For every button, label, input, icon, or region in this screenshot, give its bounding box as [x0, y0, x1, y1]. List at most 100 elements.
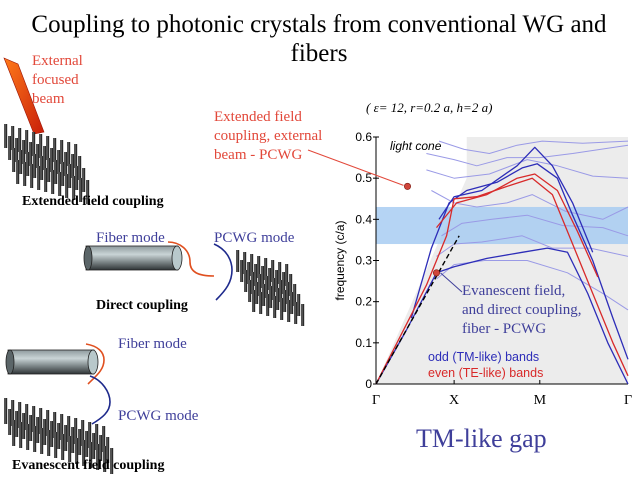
fiber-mode-label-direct: Fiber mode: [96, 230, 165, 246]
faint-band: [426, 159, 629, 179]
x-tick-label: Γ: [372, 393, 380, 408]
pillar-highlight: [12, 148, 14, 172]
pillar-highlight: [265, 276, 267, 298]
pillar-highlight: [106, 437, 108, 463]
x-tick-label: Γ: [624, 393, 632, 408]
pillar-highlight: [29, 142, 31, 166]
pillar-highlight: [85, 431, 87, 457]
external-beam-label: External focused beam: [32, 52, 83, 109]
pillar-highlight: [8, 409, 10, 435]
fiber-mode-label-evanescent: Fiber mode: [118, 336, 187, 352]
pillar-highlight: [78, 156, 80, 180]
pillar-highlight: [8, 136, 10, 160]
pillar-highlight: [286, 282, 288, 304]
extended-field-annotation-line3: beam - PCWG: [214, 147, 303, 163]
pillar-highlight: [269, 286, 271, 308]
external-beam-label-line1: External: [32, 53, 83, 69]
faint-band: [431, 190, 629, 220]
pillar: [244, 270, 248, 292]
fiber-evanescent: [5, 349, 99, 375]
pillar-highlight: [39, 408, 41, 434]
pillar: [12, 148, 16, 172]
even-band-1: [375, 177, 629, 385]
pillar-highlight: [54, 432, 56, 458]
pillar-highlight: [47, 430, 49, 456]
pillar-highlight: [11, 400, 13, 426]
pillar-highlight: [37, 166, 39, 190]
pillar-highlight: [25, 130, 27, 154]
pillar: [250, 254, 254, 276]
pillar-highlight: [22, 413, 24, 439]
evanescent-field-annotation-line3: fiber - PCWG: [462, 321, 547, 337]
pillar-highlight: [36, 144, 38, 168]
pillar-highlight: [60, 140, 62, 164]
x-tick-label: M: [534, 393, 547, 408]
pillar-highlight: [61, 434, 63, 460]
pillar: [254, 264, 258, 286]
pillar-highlight: [271, 260, 273, 282]
pillar-highlight: [257, 256, 259, 278]
direct-coupling-caption: Direct coupling: [96, 298, 188, 313]
pillar-highlight: [46, 410, 48, 436]
marker-extended-field: [403, 182, 411, 190]
pillar-highlight: [99, 435, 101, 461]
pillar-highlight: [252, 290, 254, 312]
pillar-highlight: [275, 270, 277, 292]
pillar-highlight: [301, 304, 303, 326]
pillar-highlight: [26, 152, 28, 176]
pillar-highlight: [279, 280, 281, 302]
pillar-highlight: [40, 428, 42, 454]
extended-field-pointer: [307, 149, 404, 186]
pillar-highlight: [50, 148, 52, 172]
pillar-highlight: [4, 398, 6, 424]
pillar-highlight: [18, 128, 20, 152]
pillar: [252, 290, 256, 312]
pillar-highlight: [264, 258, 266, 280]
pillar-highlight: [44, 168, 46, 192]
pillar-highlight: [26, 424, 28, 450]
y-tick-label: 0: [365, 377, 372, 391]
external-beam-label-line2: focused: [32, 72, 79, 88]
faint-band: [441, 214, 629, 237]
pillar-highlight: [244, 270, 246, 292]
pillar-highlight: [19, 422, 21, 448]
marker-evanescent-field: [432, 269, 440, 277]
pillar-highlight: [71, 154, 73, 178]
pillar-highlight: [22, 140, 24, 164]
pcwg-mode-label-evanescent: PCWG mode: [118, 408, 199, 424]
tm-gap-label: TM-like gap: [416, 424, 547, 453]
pillar: [8, 409, 12, 435]
faint-band: [426, 144, 629, 167]
evanescent-field-annotation-line2: and direct coupling,: [462, 302, 582, 318]
tm-gap-band: [376, 206, 628, 245]
legend-even-bands: even (TE-like) bands: [428, 366, 543, 380]
pillar-highlight: [58, 172, 60, 196]
pillar: [251, 272, 255, 294]
pillar-highlight: [92, 433, 94, 459]
pillar-highlight: [255, 282, 257, 304]
pillar-highlight: [57, 150, 59, 174]
y-tick-label: 0.1: [355, 336, 372, 350]
pillar-highlight: [12, 420, 14, 446]
pillar: [243, 252, 247, 274]
pillar-highlight: [68, 436, 70, 462]
pillar-highlight: [67, 142, 69, 166]
pillar-highlight: [81, 420, 83, 446]
y-tick-label: 0.5: [355, 171, 372, 185]
evanescent-field-annotation: Evanescent field, and direct coupling, f…: [462, 282, 582, 339]
pillar-highlight: [290, 292, 292, 314]
slide-title: Coupling to photonic crystals from conve…: [31, 11, 607, 67]
odd-band-2: [410, 163, 629, 360]
pillar-highlight: [248, 280, 250, 302]
extended-field-caption: Extended field coupling: [22, 194, 164, 209]
pillar-highlight: [261, 266, 263, 288]
pillar-highlight: [74, 144, 76, 168]
pillar-highlight: [30, 164, 32, 188]
fiber-direct: [83, 245, 183, 271]
pillar-highlight: [19, 150, 21, 174]
pillar-highlight: [43, 419, 45, 445]
odd-band-3: [438, 146, 594, 253]
pillar-highlight: [110, 448, 112, 474]
pillar-highlight: [68, 164, 70, 188]
pillar-highlight: [287, 300, 289, 322]
